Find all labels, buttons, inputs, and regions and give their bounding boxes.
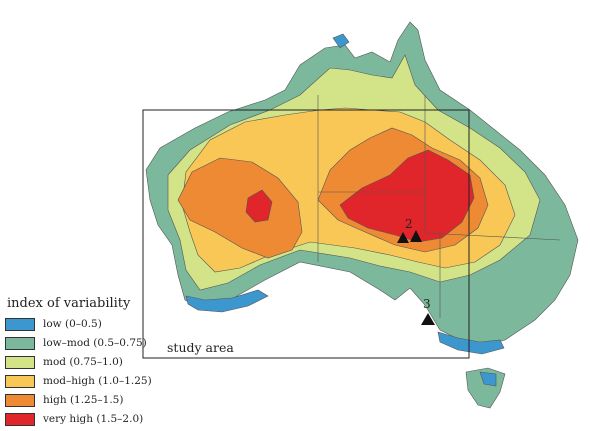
site-label-3: 3 [423, 297, 431, 311]
zone-high-west [177, 157, 303, 259]
site-marker-1 [397, 232, 409, 243]
zone-very-high-west [245, 189, 273, 223]
legend-swatch [5, 355, 35, 369]
legend-item: mod–high (1.0–1.25) [5, 372, 205, 390]
study-area-box [142, 109, 470, 359]
legend-swatch [5, 317, 35, 331]
legend-label: mod–high (1.0–1.25) [43, 375, 152, 387]
study-area-label: study area [167, 340, 234, 355]
site-marker-3 [421, 313, 435, 325]
legend-item: low (0–0.5) [5, 315, 205, 333]
legend-label: mod (0.75–1.0) [43, 356, 123, 368]
legend: index of variability low (0–0.5) low–mod … [5, 296, 205, 429]
legend-label: very high (1.5–2.0) [43, 413, 144, 425]
legend-item: low–mod (0.5–0.75) [5, 334, 205, 352]
legend-label: low–mod (0.5–0.75) [43, 337, 147, 349]
legend-item: very high (1.5–2.0) [5, 410, 205, 428]
legend-item: mod (0.75–1.0) [5, 353, 205, 371]
legend-swatch [5, 374, 35, 388]
site-label-2: 2 [405, 217, 413, 231]
legend-swatch [5, 336, 35, 350]
zone-low-north [332, 33, 350, 49]
zone-very-high-east [339, 149, 475, 243]
site-marker-2 [410, 230, 422, 242]
zone-low-tasmania [479, 371, 497, 387]
legend-title: index of variability [7, 296, 131, 311]
border-qld-nsw [424, 232, 561, 241]
zone-low-southeast [437, 331, 505, 355]
zone-low-southwest [185, 289, 269, 313]
legend-swatch [5, 412, 35, 426]
legend-item: high (1.25–1.5) [5, 391, 205, 409]
legend-label: high (1.25–1.5) [43, 394, 124, 406]
legend-label: low (0–0.5) [43, 318, 102, 330]
legend-swatch [5, 393, 35, 407]
